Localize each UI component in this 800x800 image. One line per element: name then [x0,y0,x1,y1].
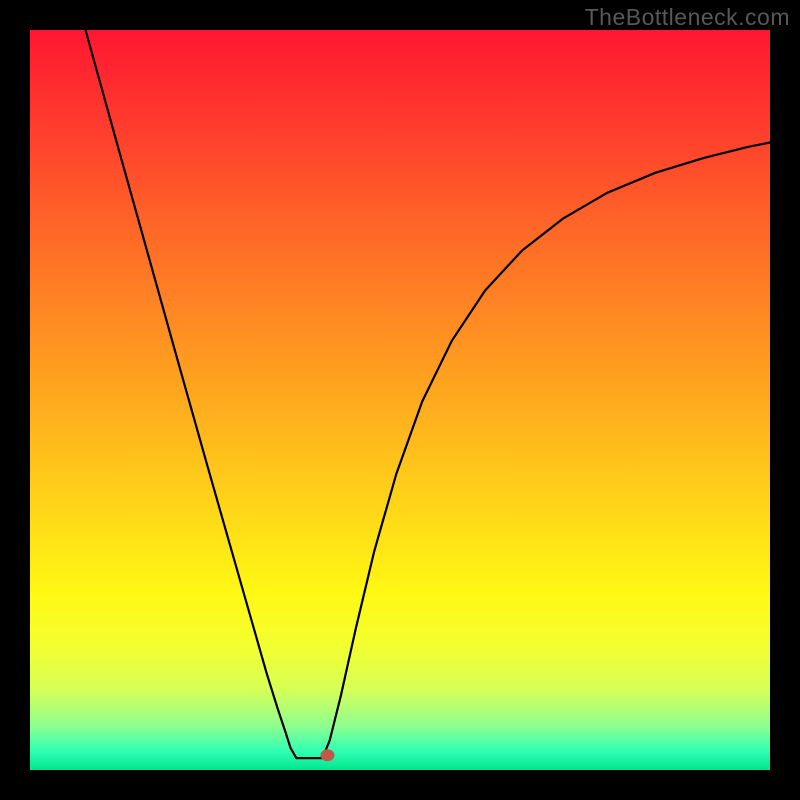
curve-layer [30,30,770,770]
watermark-text: TheBottleneck.com [585,4,790,31]
trough-marker [320,749,334,761]
chart-frame: TheBottleneck.com [0,0,800,800]
bottleneck-curve [86,30,771,758]
plot-area [30,30,770,770]
